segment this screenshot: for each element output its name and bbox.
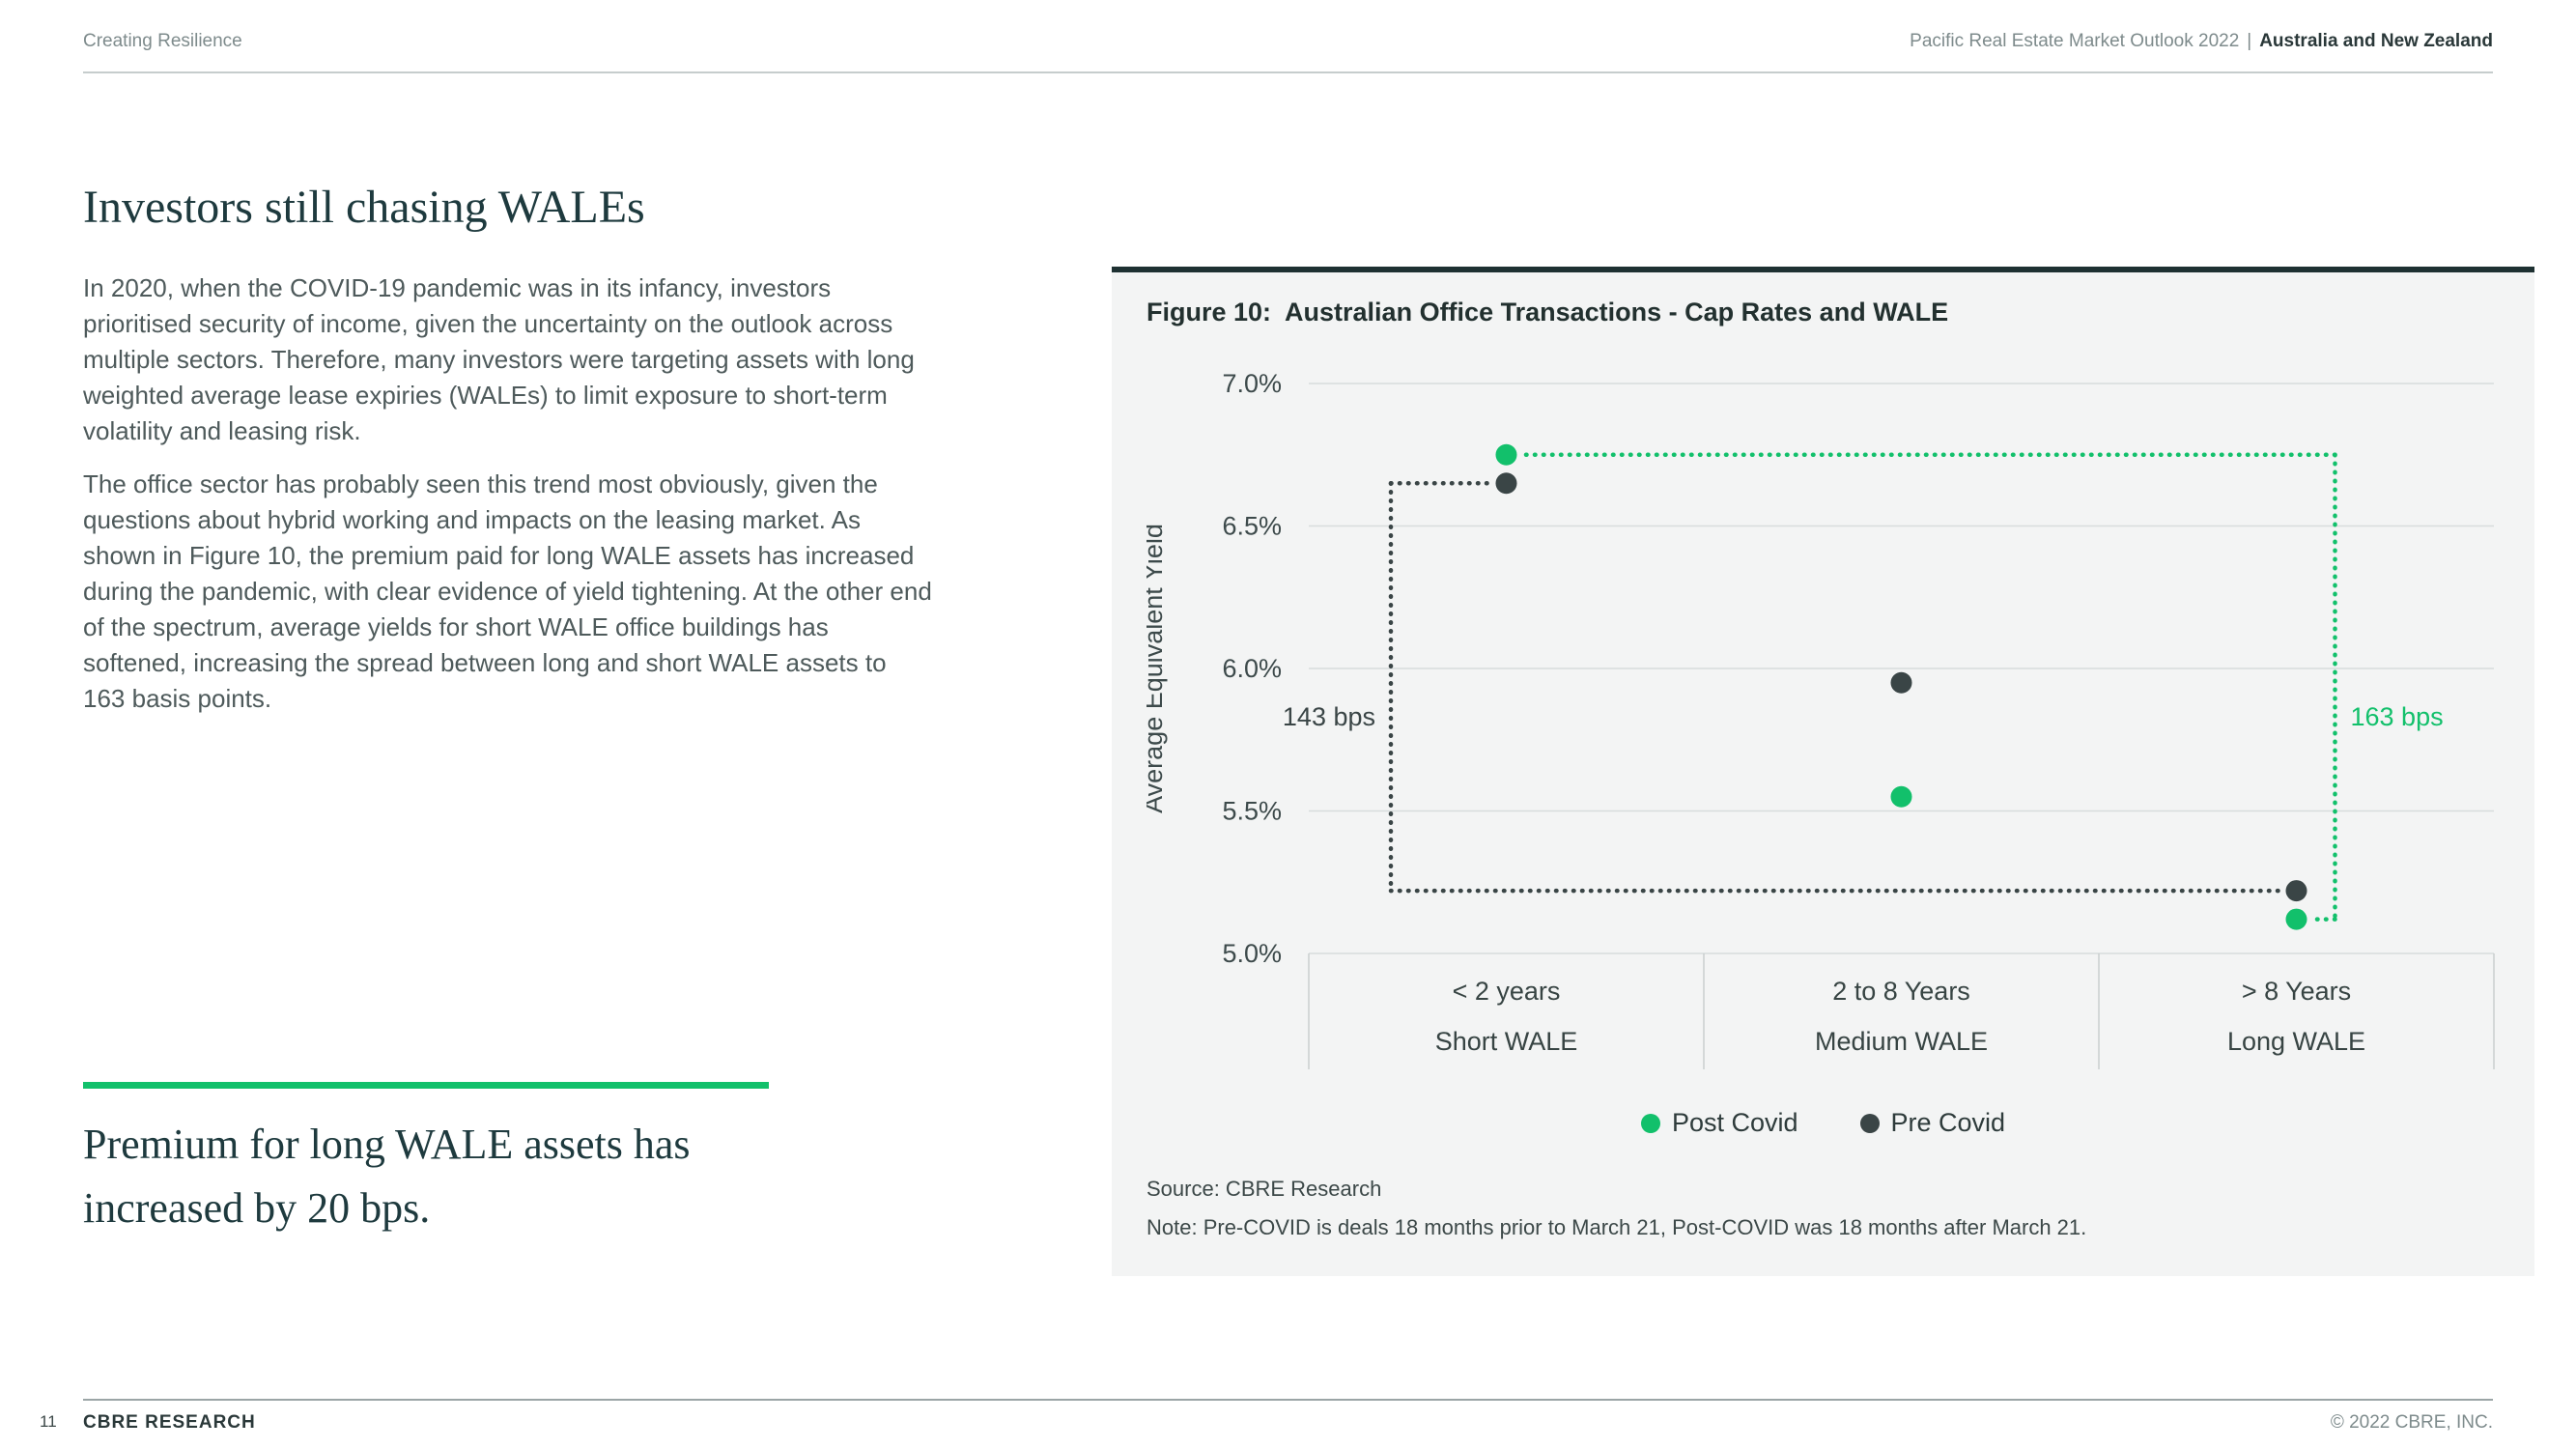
legend-label: Post Covid bbox=[1671, 1108, 1798, 1137]
spread-label: 143 bps bbox=[1283, 702, 1375, 731]
category-wale-label: Medium WALE bbox=[1815, 1027, 1988, 1056]
spread-label: 163 bps bbox=[2351, 702, 2444, 731]
legend-dot-icon bbox=[1859, 1113, 1880, 1133]
scatter-chart: 7.0% 6.5% 6.0% 5.5% 5.0% Average Equivalent Y… bbox=[1139, 355, 2500, 1098]
figure-title: Figure 10: Australian Office Transaction… bbox=[1146, 298, 1949, 327]
chart-legend: Post Covid Pre Covid bbox=[1146, 1108, 2500, 1138]
separator: | bbox=[2247, 31, 2252, 51]
y-tick-label: 6.5% bbox=[1222, 512, 1282, 541]
accent-divider bbox=[83, 1082, 769, 1089]
data-point bbox=[1890, 671, 1912, 694]
data-point bbox=[1495, 472, 1517, 495]
footer-copyright: © 2022 CBRE, INC. bbox=[2330, 1412, 2493, 1433]
header-tagline: Creating Resilience bbox=[83, 31, 242, 51]
data-point bbox=[2285, 880, 2307, 902]
body-paragraph: The office sector has probably seen this… bbox=[83, 469, 932, 713]
category-wale-label: Short WALE bbox=[1435, 1027, 1578, 1056]
category-range-label: > 8 Years bbox=[2242, 977, 2351, 1006]
y-tick-label: 7.0% bbox=[1222, 369, 1282, 398]
legend-dot-icon bbox=[1640, 1113, 1660, 1133]
category-wale-label: Long WALE bbox=[2227, 1027, 2365, 1056]
figure-card: Figure 10: Australian Office Transaction… bbox=[1112, 267, 2534, 1276]
footer-page-number: 11 bbox=[40, 1412, 57, 1431]
page-title: Investors still chasing WALEs bbox=[83, 182, 645, 233]
header-breadcrumb: Pacific Real Estate Market Outlook 2022 |… bbox=[1910, 31, 2493, 52]
category-range-label: 2 to 8 Years bbox=[1832, 977, 1970, 1006]
footer-divider bbox=[83, 1399, 2493, 1401]
y-tick-label: 5.5% bbox=[1222, 797, 1282, 826]
article-column: Investors still chasing WALEs In 2020, w… bbox=[83, 180, 952, 1320]
y-tick-label: 6.0% bbox=[1222, 654, 1282, 683]
page-footer: 11 CBRE RESEARCH © 2022 CBRE, INC. bbox=[0, 1412, 2576, 1441]
legend-label: Pre Covid bbox=[1890, 1108, 2006, 1137]
footer-brand: CBRE RESEARCH bbox=[83, 1412, 256, 1433]
data-point bbox=[1890, 785, 1912, 808]
report-title: Pacific Real Estate Market Outlook 2022 bbox=[1910, 31, 2240, 51]
page-header: Creating Resilience Pacific Real Estate … bbox=[83, 31, 2493, 52]
pull-quote: Premium for long WALE assets has increas… bbox=[83, 1121, 691, 1232]
chart-canvas: 7.0% 6.5% 6.0% 5.5% 5.0% Average Equivalent Y… bbox=[1139, 369, 2495, 1069]
figure-source: Source: CBRE Research bbox=[1146, 1177, 1382, 1201]
legend-item-post-covid: Post Covid bbox=[1640, 1108, 1798, 1138]
y-axis-label: Average Equivalent Yield bbox=[1146, 524, 1168, 813]
data-point bbox=[1495, 443, 1517, 466]
figure-note: Note: Pre-COVID is deals 18 months prior… bbox=[1146, 1215, 2087, 1239]
y-tick-label: 5.0% bbox=[1222, 939, 1282, 968]
body-paragraph: In 2020, when the COVID-19 pandemic was … bbox=[83, 272, 915, 445]
header-divider bbox=[83, 71, 2493, 73]
category-range-label: < 2 years bbox=[1453, 977, 1561, 1006]
legend-item-pre-covid: Pre Covid bbox=[1859, 1108, 2006, 1138]
data-point bbox=[2285, 908, 2307, 930]
region-title: Australia and New Zealand bbox=[2259, 31, 2493, 51]
